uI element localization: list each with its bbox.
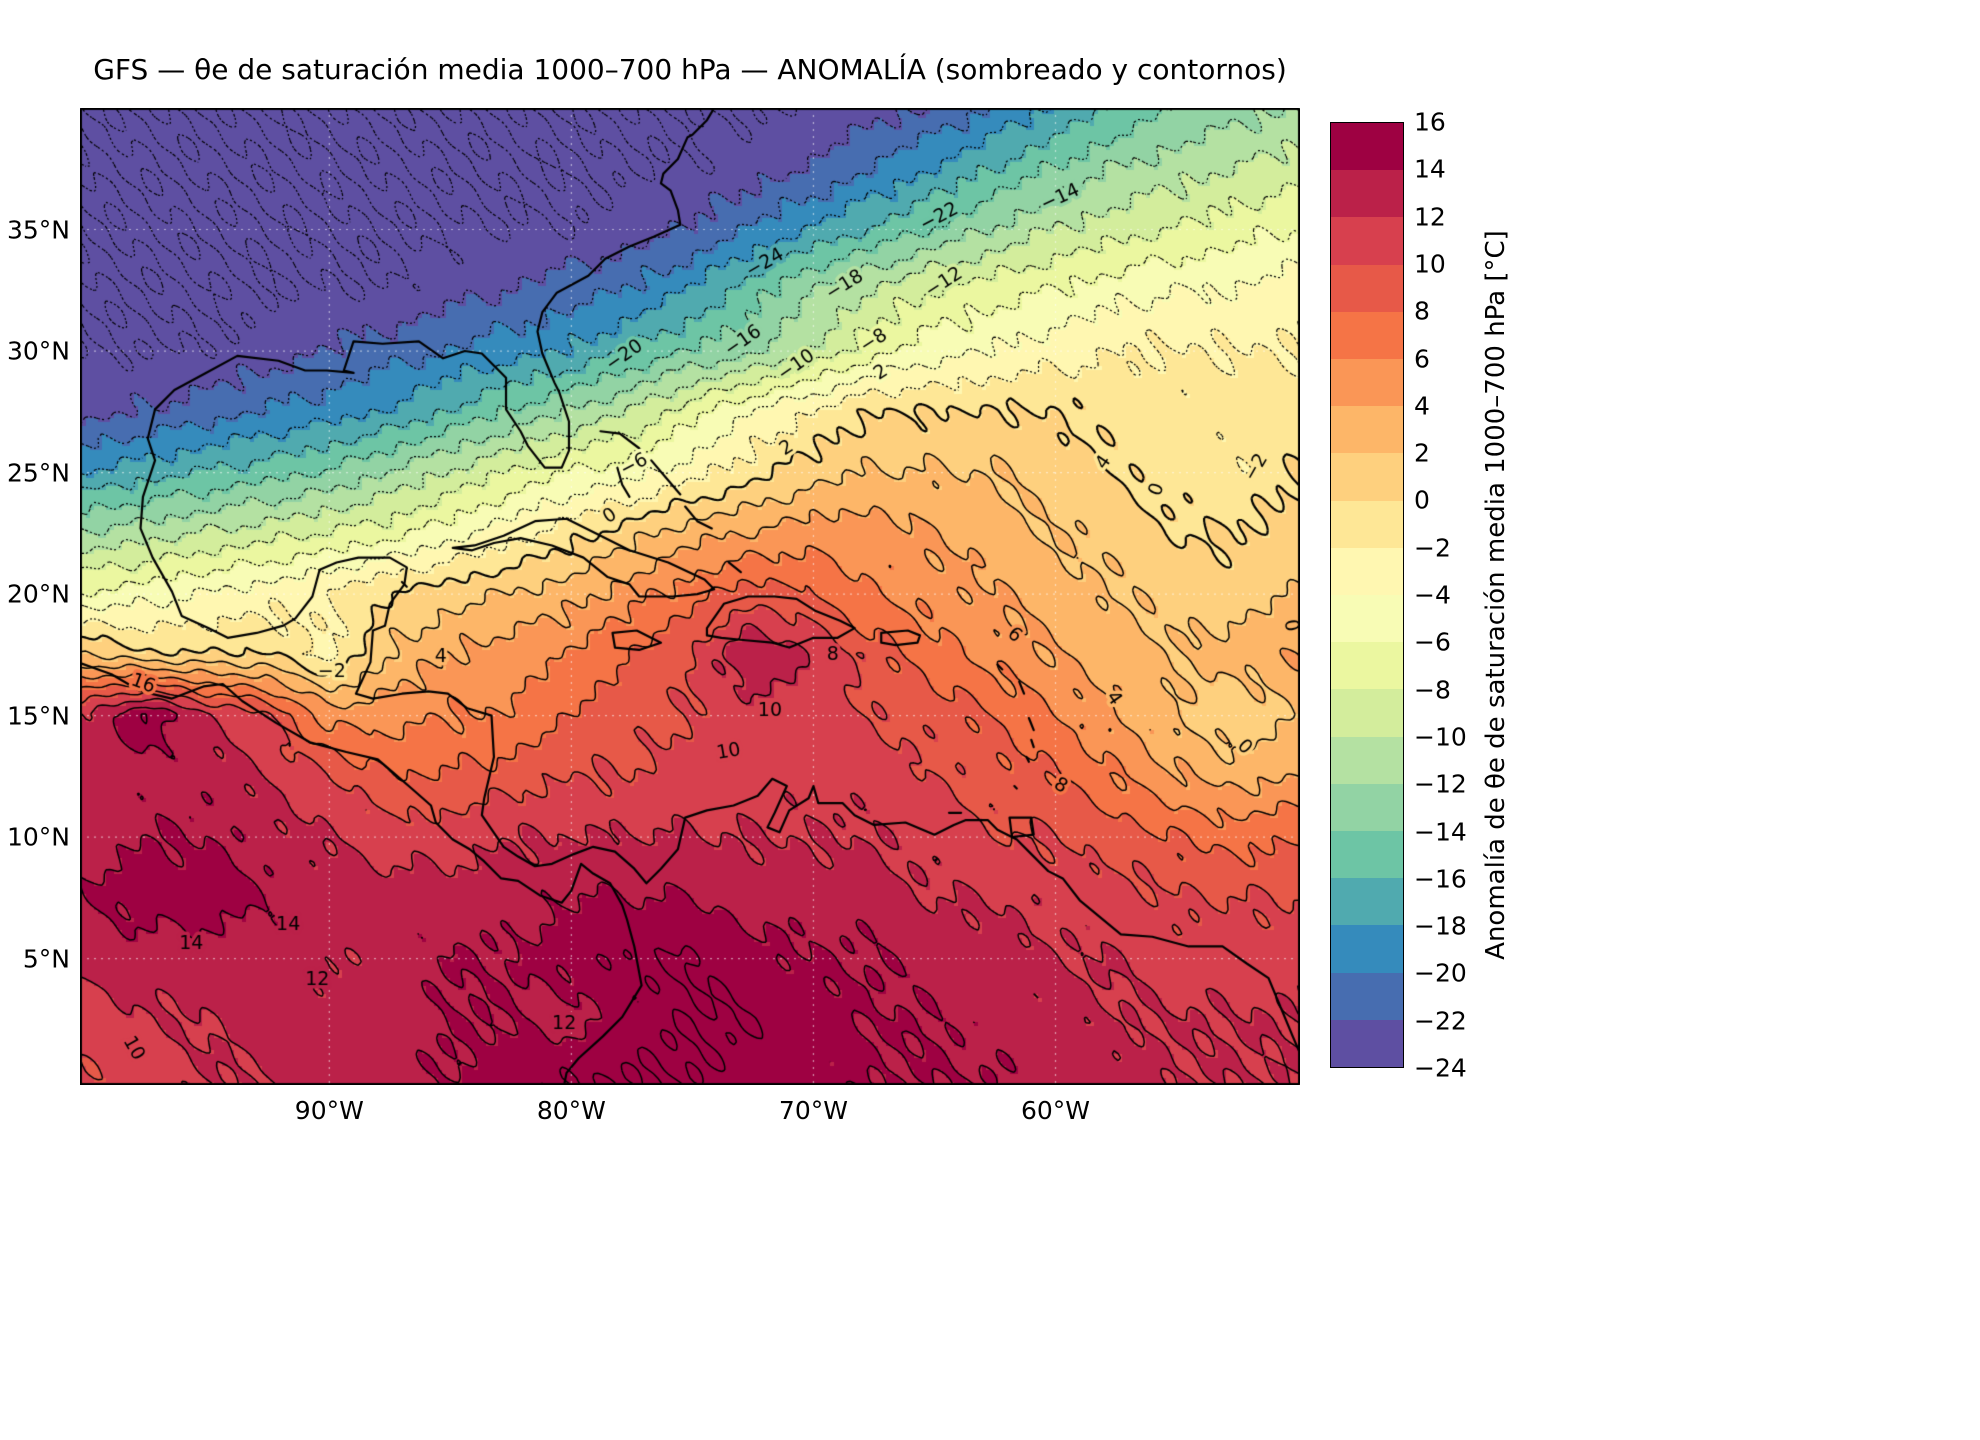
colorbar-tick-label: −16 [1414, 864, 1467, 894]
figure-title: GFS — θe de saturación media 1000–700 hP… [93, 53, 1287, 86]
colorbar-segment [1331, 878, 1403, 926]
colorbar-tick-label: 2 [1414, 438, 1430, 468]
colorbar-segment [1331, 359, 1403, 407]
colorbar-tick-label: −10 [1414, 722, 1467, 752]
y-tick-label: 35°N [6, 215, 70, 245]
colorbar-tick-label: 6 [1414, 344, 1430, 373]
colorbar-segment [1331, 689, 1403, 737]
colorbar-segment [1331, 264, 1403, 312]
colorbar-segment [1331, 500, 1403, 548]
colorbar-tick-label: −24 [1414, 1053, 1467, 1083]
colorbar-segment [1331, 170, 1403, 218]
colorbar-segment [1331, 311, 1403, 360]
colorbar-segment [1331, 595, 1403, 643]
colorbar-tick-label: −14 [1414, 817, 1467, 846]
y-tick-label: 5°N [22, 944, 70, 974]
colorbar-tick-label: −6 [1414, 627, 1451, 657]
map-plot-area [80, 108, 1300, 1085]
map-canvas [80, 108, 1300, 1085]
colorbar-segment [1331, 736, 1403, 784]
y-tick-label: 30°N [6, 336, 70, 366]
y-tick-label: 10°N [6, 822, 70, 852]
colorbar-tick-label: −18 [1414, 911, 1467, 941]
colorbar-tick-label: 10 [1414, 249, 1446, 279]
colorbar-segment [1331, 123, 1403, 171]
x-tick-label: 60°W [1021, 1096, 1091, 1125]
colorbar-tick-label: 16 [1414, 107, 1446, 137]
colorbar-segment [1331, 406, 1403, 454]
colorbar-tick-label: −2 [1414, 533, 1451, 563]
colorbar-tick-label: 12 [1414, 202, 1446, 232]
colorbar [1330, 122, 1404, 1068]
colorbar-segment [1331, 642, 1403, 690]
colorbar-tick-label: −20 [1414, 958, 1467, 988]
colorbar-segment [1331, 972, 1403, 1020]
colorbar-segment [1331, 783, 1403, 832]
colorbar-label: Anomalía de θe de saturación media 1000–… [1481, 230, 1511, 960]
colorbar-tick-label: −4 [1414, 580, 1451, 610]
colorbar-tick-label: 8 [1414, 296, 1430, 326]
colorbar-segment [1331, 217, 1403, 265]
x-tick-label: 80°W [536, 1096, 606, 1125]
colorbar-segment [1331, 925, 1403, 973]
colorbar-tick-label: 4 [1414, 391, 1430, 421]
y-tick-label: 20°N [6, 579, 70, 609]
colorbar-segment [1331, 831, 1403, 879]
colorbar-segment [1331, 1019, 1403, 1068]
y-tick-label: 15°N [6, 701, 70, 731]
colorbar-tick-label: −12 [1414, 769, 1467, 799]
x-tick-label: 90°W [294, 1096, 364, 1125]
colorbar-tick-label: −8 [1414, 675, 1451, 705]
colorbar-segment [1331, 453, 1403, 501]
x-tick-label: 70°W [778, 1096, 848, 1125]
colorbar-segment [1331, 547, 1403, 596]
colorbar-tick-label: 0 [1414, 485, 1430, 515]
y-tick-label: 25°N [6, 458, 70, 488]
colorbar-tick-label: 14 [1414, 154, 1446, 184]
colorbar-tick-label: −22 [1414, 1006, 1467, 1036]
